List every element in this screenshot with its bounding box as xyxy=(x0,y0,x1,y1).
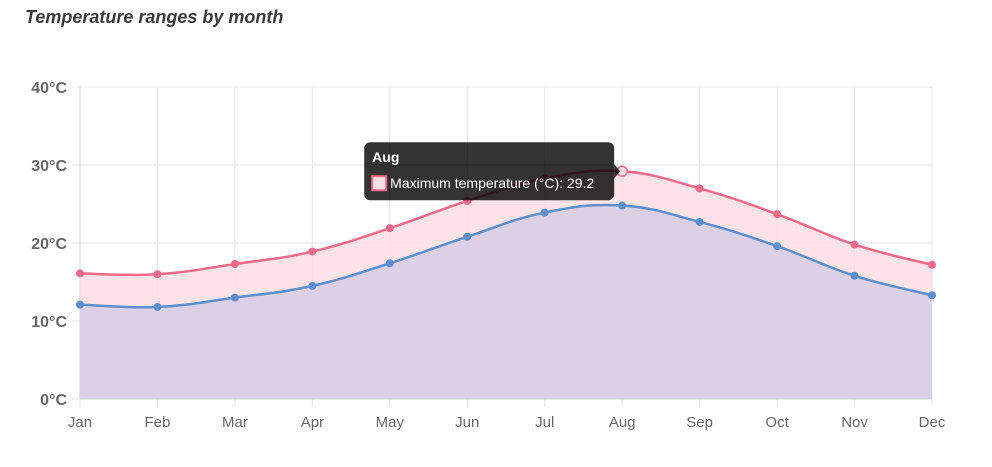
tooltip-label: Maximum temperature (°C): 29.2 xyxy=(390,175,594,191)
y-tick-label: 0°C xyxy=(40,392,67,409)
series-0-point xyxy=(76,269,84,278)
series-1-point xyxy=(76,300,84,309)
x-tick-label: Jan xyxy=(68,414,92,431)
series-1-point xyxy=(695,217,704,226)
tooltip-title: Aug xyxy=(372,149,399,165)
x-tick-label: May xyxy=(376,414,405,431)
series-1-point xyxy=(850,271,859,280)
tooltip-caret xyxy=(614,164,621,179)
series-1-point xyxy=(308,281,317,290)
x-tick-label: Jul xyxy=(535,414,554,431)
x-tick-label: Dec xyxy=(919,414,946,431)
x-tick-label: Jun xyxy=(455,414,479,431)
x-tick-label: Mar xyxy=(222,414,248,431)
series-0-point xyxy=(695,184,704,193)
x-tick-label: Nov xyxy=(841,414,868,431)
series-0-point xyxy=(850,240,859,249)
series-1-point xyxy=(230,293,239,302)
tooltip-box xyxy=(364,142,615,201)
x-tick-label: Apr xyxy=(301,414,324,431)
series-0-point xyxy=(230,260,239,269)
series-0-point xyxy=(928,260,936,269)
chart-title: Temperature ranges by month xyxy=(25,7,284,27)
series-1-point xyxy=(773,242,782,251)
x-tick-label: Sep xyxy=(686,414,713,431)
y-tick-label: 10°C xyxy=(31,314,67,331)
series-0-point xyxy=(773,210,782,219)
x-tick-label: Aug xyxy=(609,414,636,431)
series-1-area xyxy=(80,204,932,399)
x-tick-label: Oct xyxy=(765,414,789,431)
series-0-point xyxy=(385,224,394,233)
tooltip-color-swatch xyxy=(371,175,388,192)
y-tick-label: 40°C xyxy=(31,80,67,97)
series-1-point xyxy=(540,208,549,217)
series-0-point xyxy=(308,247,317,256)
series-1-point xyxy=(153,302,162,311)
series-1-point xyxy=(385,259,394,268)
series-1-point xyxy=(928,291,936,300)
x-tick-label: Feb xyxy=(145,414,171,431)
series-0-point xyxy=(153,270,162,279)
series-1-point xyxy=(463,232,472,241)
series-1-point xyxy=(618,201,627,210)
y-tick-label: 20°C xyxy=(31,236,67,253)
y-tick-label: 30°C xyxy=(31,158,67,175)
